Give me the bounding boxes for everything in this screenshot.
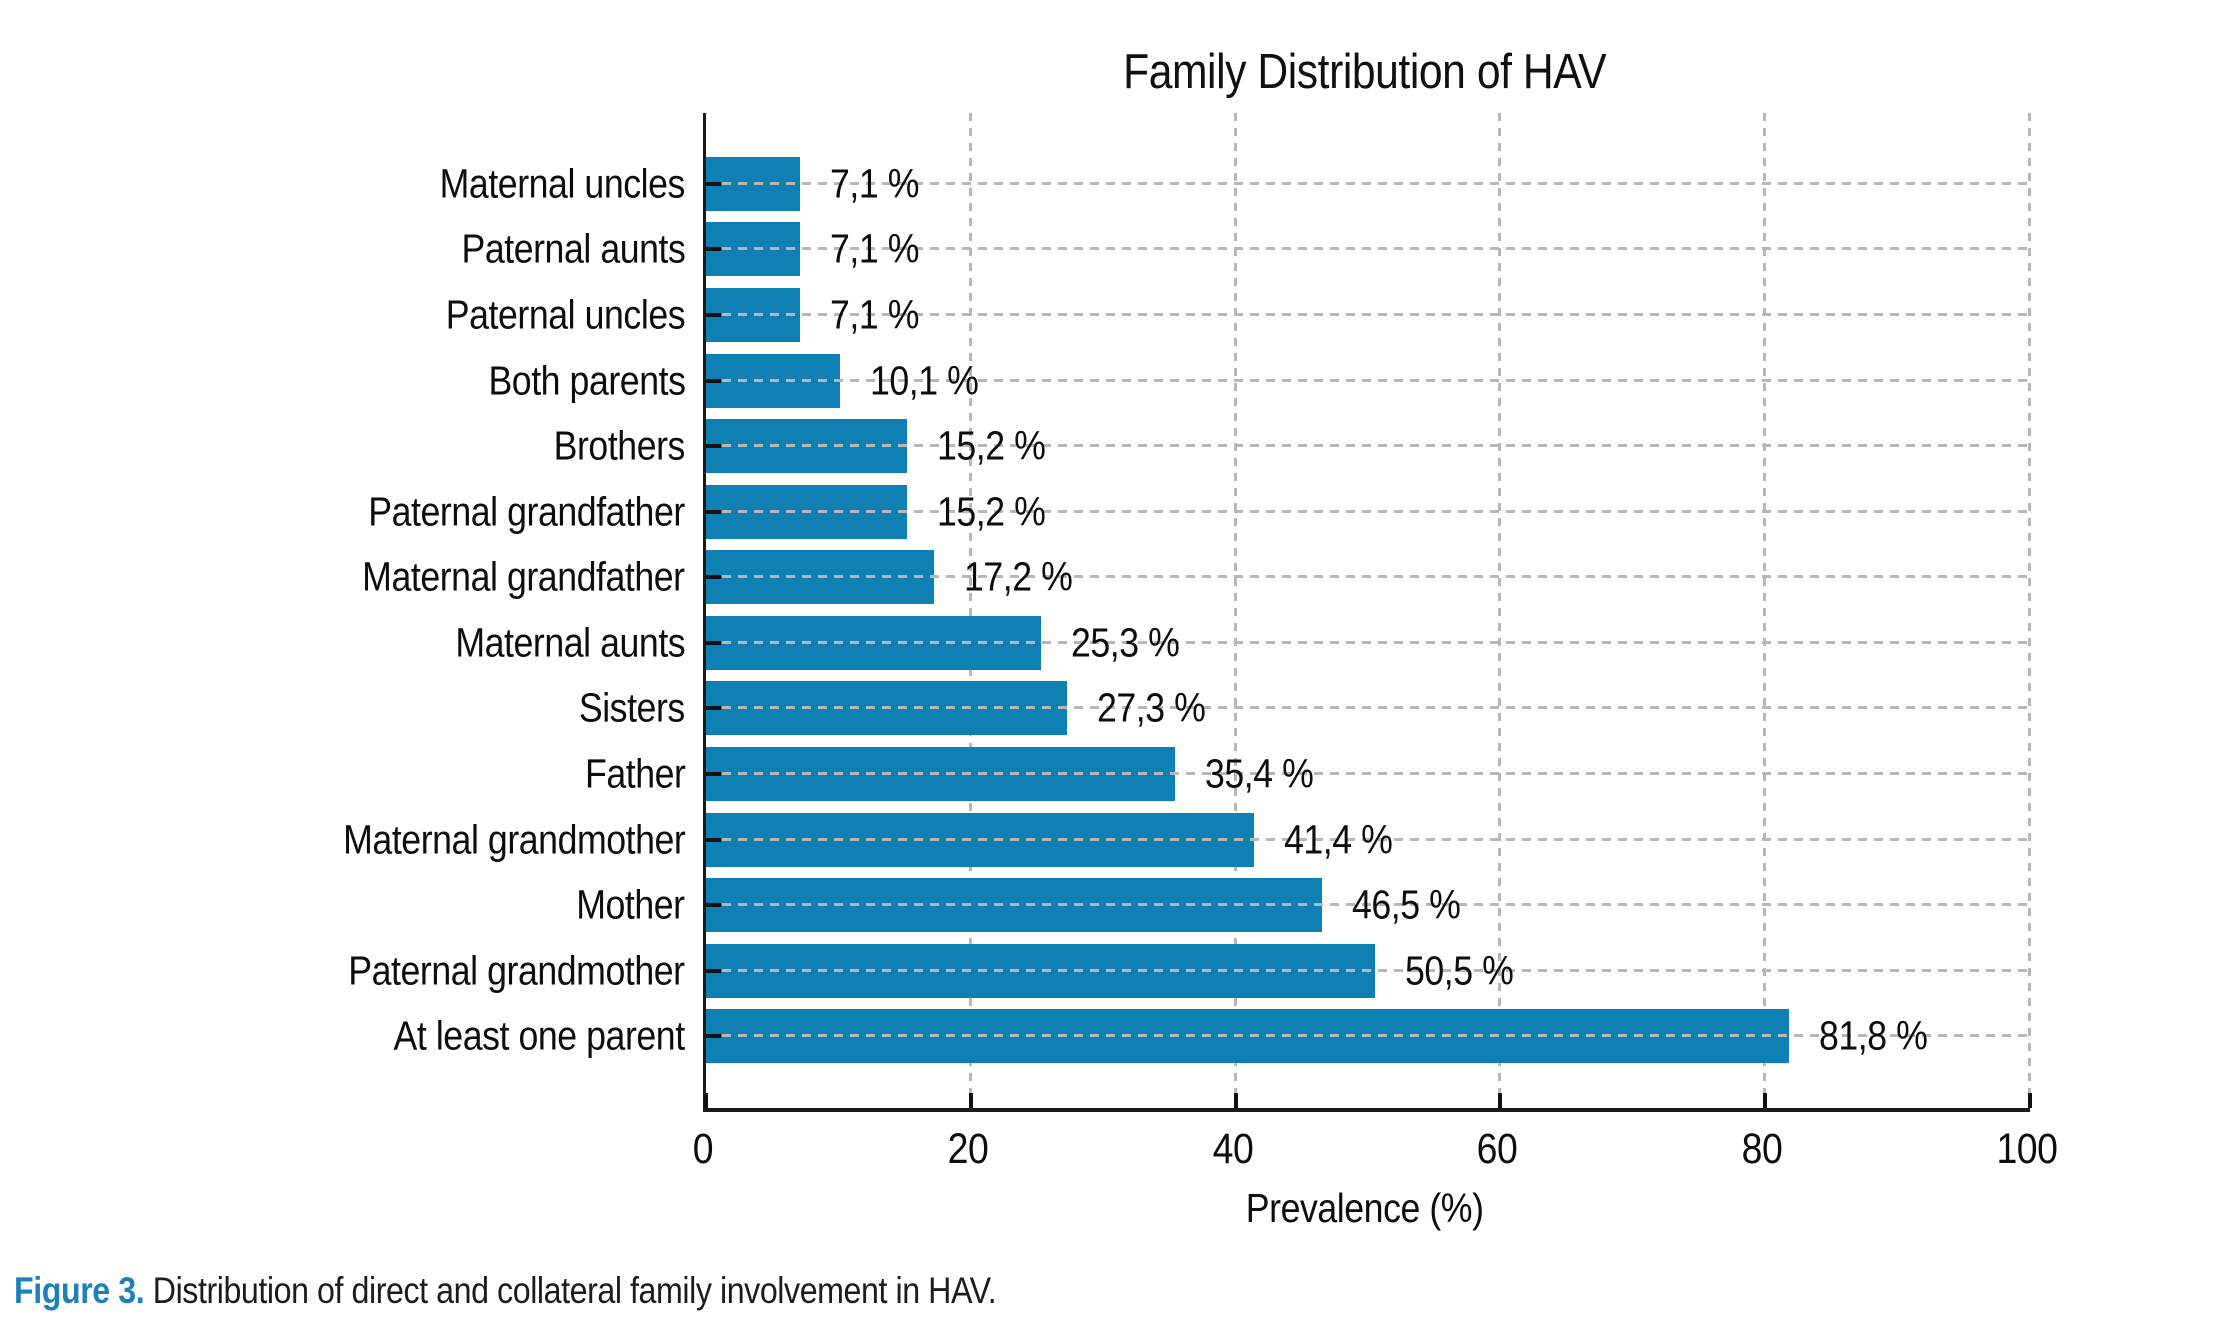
horizontal-gridline	[706, 312, 2030, 316]
y-axis-tick	[706, 771, 721, 776]
value-label: 81,8 %	[1819, 1012, 1928, 1059]
category-label: Paternal grandfather	[368, 488, 685, 535]
value-label: 15,2 %	[937, 422, 1046, 469]
horizontal-gridline	[706, 444, 2030, 448]
caption-text-wrap: Figure 3. Distribution of direct and col…	[14, 1270, 997, 1313]
x-axis-tick	[1763, 1093, 1768, 1108]
horizontal-gridline	[706, 706, 2030, 710]
bar-row: Paternal grandmother 50,5 %	[349, 938, 2030, 1004]
category-label: Paternal uncles	[445, 291, 686, 338]
value-label: 25,3 %	[1070, 619, 1180, 666]
plot-area: Maternal uncles 7,1 % Paternal aunts 7,1…	[343, 113, 2032, 1112]
category-label: Maternal grandmother	[342, 816, 686, 863]
chart-title-text: Family Distribution of HAV	[1123, 45, 1607, 99]
horizontal-gridline	[706, 509, 2030, 513]
y-axis-tick	[706, 575, 721, 580]
horizontal-gridline	[706, 640, 2030, 644]
x-tick-label: 60	[1477, 1125, 1518, 1173]
x-axis-tick	[968, 1093, 973, 1108]
x-axis-tick	[2028, 1093, 2032, 1108]
bar-row: Paternal grandfather 15,2 %	[368, 479, 2030, 545]
value-label: 7,1 %	[830, 160, 920, 207]
x-tick-label: 20	[947, 1125, 989, 1173]
category-label: Paternal aunts	[461, 225, 685, 272]
value-label: 50,5 %	[1404, 947, 1514, 994]
category-label: At least one parent	[393, 1012, 686, 1059]
y-axis-tick	[706, 181, 721, 186]
horizontal-gridline	[706, 575, 2030, 579]
value-label: 35,4 %	[1204, 750, 1314, 797]
bar-row: Maternal grandmother 41,4 %	[343, 807, 2030, 873]
bar-row: Father 35,4 %	[585, 741, 2030, 807]
bar-row: Mother 46,5 %	[577, 872, 2030, 938]
horizontal-gridline	[706, 1034, 2030, 1038]
caption-description: Distribution of direct and collateral fa…	[152, 1270, 997, 1311]
vertical-gridline	[2028, 113, 2031, 1108]
bar-row: Maternal aunts 25,3 %	[455, 610, 2030, 676]
value-label: 41,4 %	[1284, 816, 1393, 863]
vertical-gridline	[1233, 113, 1237, 1108]
horizontal-gridline	[706, 968, 2030, 972]
x-axis-tick	[1498, 1093, 1503, 1108]
bar-row: Maternal uncles 7,1 %	[440, 151, 2030, 217]
x-axis-title: Prevalence (%)	[703, 1188, 2027, 1229]
bar-row: Brothers 15,2 %	[554, 413, 2030, 479]
bar-row: Both parents 10,1 %	[488, 348, 2030, 414]
bar-row: At least one parent 81,8 %	[394, 1004, 2030, 1070]
horizontal-gridline	[706, 903, 2030, 907]
value-label: 7,1 %	[830, 225, 920, 272]
y-axis-tick	[706, 378, 721, 383]
bar-row: Sisters 27,3 %	[579, 676, 2030, 742]
value-label: 17,2 %	[963, 553, 1073, 600]
value-label: 27,3 %	[1097, 684, 1206, 731]
y-axis-tick	[706, 903, 721, 908]
x-tick-label: 100	[1996, 1125, 2058, 1173]
x-tick-label: 40	[1212, 1125, 1253, 1173]
bar-row: Paternal aunts 7,1 %	[461, 217, 2030, 283]
y-axis-tick	[706, 247, 721, 252]
category-label: Maternal uncles	[439, 160, 686, 207]
category-label: Maternal aunts	[455, 619, 685, 666]
y-axis-tick	[706, 1034, 721, 1039]
figure-caption: Figure 3. Distribution of direct and col…	[14, 1270, 1143, 1313]
category-label: Father	[584, 750, 686, 797]
horizontal-gridline	[706, 247, 2030, 251]
x-axis-tick	[1233, 1093, 1238, 1108]
x-axis-tick	[704, 1093, 708, 1108]
y-axis-tick	[706, 968, 721, 973]
category-label: Both parents	[487, 357, 685, 404]
value-label: 46,5 %	[1351, 881, 1461, 928]
value-label: 7,1 %	[830, 291, 920, 338]
value-label: 10,1 %	[869, 357, 979, 404]
category-label: Mother	[576, 881, 686, 928]
vertical-gridline	[1498, 113, 1502, 1108]
chart-title: Family Distribution of HAV	[703, 48, 2027, 97]
horizontal-gridline	[706, 837, 2030, 841]
category-label: Paternal grandmother	[348, 947, 686, 994]
category-label: Sisters	[579, 684, 685, 731]
x-axis-title-text: Prevalence (%)	[1246, 1185, 1484, 1231]
category-label: Brothers	[553, 422, 686, 469]
vertical-gridline	[968, 113, 972, 1108]
y-axis-tick	[706, 509, 721, 514]
y-axis-tick	[706, 312, 721, 317]
horizontal-gridline	[706, 378, 2030, 382]
y-axis-tick	[706, 706, 721, 711]
x-tick-labels: 0 20 40 60 80 100	[693, 1125, 2058, 1178]
x-tick-label: 80	[1741, 1125, 1783, 1173]
y-axis-tick	[706, 837, 721, 842]
caption-figure-label: Figure 3.	[14, 1270, 145, 1311]
y-axis-tick	[706, 640, 721, 645]
horizontal-gridline	[706, 181, 2030, 185]
bar-rows: Maternal uncles 7,1 % Paternal aunts 7,1…	[343, 151, 2030, 1070]
vertical-gridline	[1763, 113, 1767, 1108]
bar-row: Maternal grandfather 17,2 %	[363, 544, 2030, 610]
category-label: Maternal grandfather	[362, 553, 686, 600]
x-tick-label: 0	[692, 1125, 714, 1173]
value-label: 15,2 %	[937, 488, 1046, 535]
horizontal-gridline	[706, 771, 2030, 775]
y-axis-tick	[706, 444, 721, 449]
bar-row: Paternal uncles 7,1 %	[446, 282, 2030, 348]
